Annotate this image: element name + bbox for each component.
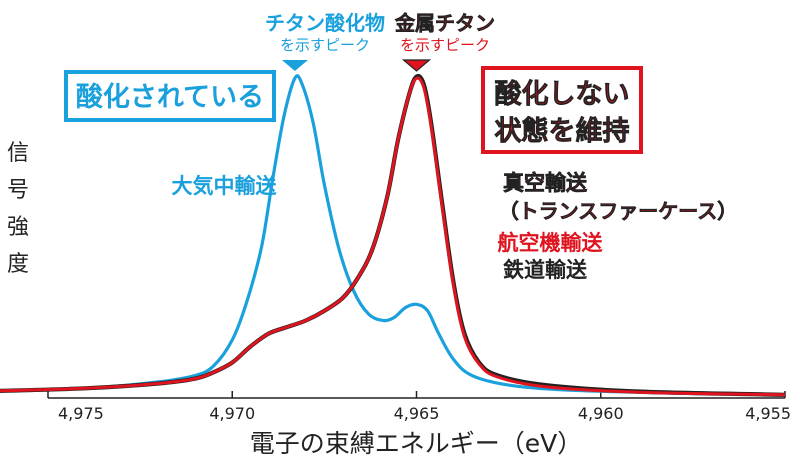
y-axis-label-char: 度 — [7, 252, 29, 277]
oxidized-box-text: 酸化されている — [76, 82, 264, 113]
metal-titanium-peak-marker — [401, 59, 432, 72]
x-tick-label: 4,975 — [58, 404, 104, 423]
y-axis-label-char: 信 — [7, 141, 29, 166]
atmosphere-label: 大気中輸送 — [172, 174, 278, 198]
x-axis-ticks: 4,975 4,970 4,965 4,960 4,955 — [47, 391, 791, 423]
x-tick-label: 4,965 — [394, 404, 440, 423]
x-axis-label: 電子の束縛エネルギー（eV） — [250, 429, 582, 458]
series-line-rail — [0, 74, 786, 397]
x-tick-label: 4,960 — [578, 404, 624, 423]
oxidized-box — [64, 70, 276, 122]
x-tick-label: 4,955 — [745, 404, 791, 423]
series-line-atmosphere — [0, 74, 786, 397]
vacuum-sublabel: （トランスファーケース） — [499, 199, 738, 223]
peak-markers — [281, 59, 432, 72]
vacuum-label: 真空輸送 — [503, 171, 588, 195]
series-lines — [0, 74, 786, 397]
metal-titanium-peak-sublabel: を示すピーク — [400, 36, 490, 54]
titanium-oxide-peak-marker — [281, 60, 308, 71]
titanium-oxide-peak-label: チタン酸化物 — [265, 11, 385, 35]
series-line-air — [0, 76, 786, 397]
y-axis-label-char: 号 — [7, 178, 29, 203]
not-oxidized-box-line2: 状態を維持 — [495, 115, 630, 147]
not-oxidized-box — [481, 66, 643, 154]
not-oxidized-box-line1: 酸化しない — [495, 79, 630, 110]
rail-transport-label: 鉄道輸送 — [503, 258, 588, 282]
x-tick-label: 4,970 — [209, 404, 255, 423]
metal-titanium-peak-label: 金属チタン — [394, 11, 495, 35]
titanium-oxide-peak-sublabel: を示すピーク — [280, 36, 370, 54]
air-transport-label: 航空機輸送 — [498, 231, 604, 255]
y-axis-label-char: 強 — [7, 215, 29, 240]
